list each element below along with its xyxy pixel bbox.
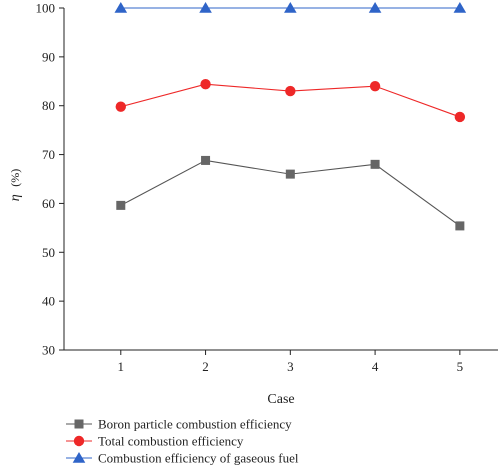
data-point-triangle: [199, 2, 212, 13]
data-point-circle: [369, 80, 381, 92]
data-point-circle: [454, 111, 466, 123]
data-point-triangle: [114, 2, 128, 13]
data-point-triangle: [368, 2, 382, 13]
data-point-square: [116, 200, 126, 210]
y-tick-label: 50: [42, 245, 55, 260]
series-lines: [120, 7, 461, 227]
data-point-square: [455, 221, 465, 231]
y-tick-label: 70: [42, 147, 55, 162]
data-point-triangle: [453, 2, 467, 13]
legend-marker-triangle: [72, 452, 86, 463]
x-tick-label: 4: [372, 359, 379, 374]
data-point-circle: [285, 85, 296, 97]
x-tick-label: 5: [457, 359, 464, 374]
x-axis-title: Case: [267, 392, 294, 407]
axes: [63, 8, 498, 351]
tick-marks: 30 40 50 60 70 80 90 100 1 2 3 4 5: [36, 1, 464, 375]
data-point-square: [201, 155, 211, 165]
legend-marker-square: [74, 419, 84, 429]
data-point-square: [370, 159, 380, 169]
series-markers: [114, 2, 467, 231]
data-point-circle: [115, 101, 126, 112]
x-tick-label: 1: [118, 359, 125, 374]
y-axis-symbol: η: [8, 194, 23, 201]
y-tick-label: 60: [42, 196, 55, 211]
y-tick-label: 100: [36, 1, 56, 16]
y-axis-unit: (%): [8, 169, 22, 187]
x-tick-label: 3: [287, 359, 294, 374]
y-tick-label: 80: [42, 98, 55, 113]
legend-label: Combustion efficiency of gaseous fuel: [98, 451, 299, 466]
y-tick-label: 30: [42, 343, 55, 358]
legend-label: Boron particle combustion efficiency: [98, 417, 292, 432]
y-tick-label: 90: [42, 49, 55, 64]
legend: Boron particle combustion efficiency Tota…: [66, 417, 299, 466]
x-tick-label: 2: [202, 359, 209, 374]
y-axis-title: η (%): [8, 169, 23, 201]
data-point-circle: [200, 79, 211, 90]
legend-marker-circle: [73, 435, 85, 447]
y-tick-label: 40: [42, 294, 55, 309]
legend-label: Total combustion efficiency: [98, 434, 244, 449]
data-point-square: [285, 169, 295, 179]
data-point-triangle: [284, 2, 297, 13]
